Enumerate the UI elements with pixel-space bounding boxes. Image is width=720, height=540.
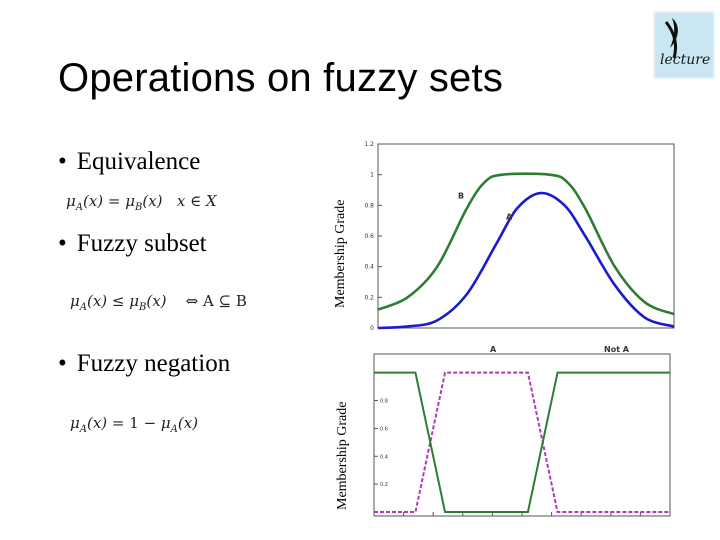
bullet-label: Fuzzy subset	[76, 230, 207, 257]
bullet-fuzzy-negation: • Fuzzy negation	[58, 350, 230, 378]
y-tick-label: 0.2	[364, 294, 374, 301]
series-label-not-A: Not A	[604, 345, 630, 354]
chart-2-ylabel: Membership Grade	[335, 401, 350, 510]
equivalence-subset-chart: 0 0.2 0.4 0.6 0.8 1 1.2 B A	[364, 141, 675, 332]
bullet-fuzzy-subset: • Fuzzy subset	[58, 230, 207, 258]
y-tick-label: 0.2	[380, 482, 388, 488]
bullet-marker: •	[58, 230, 67, 257]
y-tick-label: 0.8	[364, 202, 374, 209]
chart-2-frame	[373, 353, 671, 517]
series-label-A: A	[490, 345, 497, 354]
y-tick-label: 1.2	[364, 141, 374, 148]
bullet-marker: •	[58, 350, 67, 377]
chart-1-ylabel: Membership Grade	[333, 199, 348, 308]
slide-title: Operations on fuzzy sets	[58, 56, 504, 100]
y-tick-label: 0.8	[380, 399, 388, 405]
formula-negation: μA(x) = 1 − μA(x)	[70, 414, 199, 435]
series-line-A	[374, 371, 670, 513]
formula-subset: μA(x) ≤ μB(x) ⇔ A ⊆ B	[70, 292, 247, 313]
lecture-logo-text: lecture	[660, 52, 710, 68]
bullet-label: Fuzzy negation	[76, 350, 231, 377]
y-tick-label: 0.4	[380, 454, 388, 460]
y-tick-label: 0	[370, 325, 374, 332]
lecture-logo: lecture	[653, 11, 715, 79]
series-line-Not-A	[374, 371, 670, 513]
y-tick-label: 1	[370, 172, 374, 179]
series-label-A: A	[506, 213, 513, 222]
formula-equivalence: μA(x) = μB(x) x ∈ X	[66, 192, 217, 213]
bullet-label: Equivalence	[76, 148, 201, 175]
y-tick-label: 0.6	[364, 233, 374, 240]
y-tick-label: 0.4	[364, 264, 374, 271]
series-label-B: B	[458, 191, 464, 200]
bullet-marker: •	[58, 148, 67, 175]
chart-1-frame	[377, 143, 675, 329]
negation-chart: 0.2 0.4 0.6 0.8 A Not A	[373, 345, 671, 517]
series-line-B	[377, 172, 675, 316]
y-tick-label: 0.6	[380, 426, 388, 432]
series-line-A	[377, 191, 675, 330]
bullet-equivalence: • Equivalence	[58, 148, 200, 176]
